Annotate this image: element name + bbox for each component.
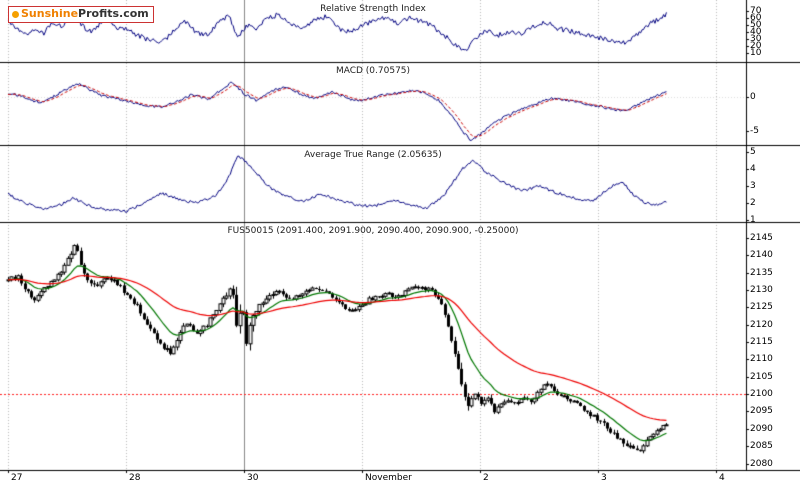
y-tick-price: 2130 xyxy=(750,285,773,295)
y-tick-atr: 5 xyxy=(750,147,756,157)
x-tick-label: 27 xyxy=(11,473,23,483)
watermark-logo: SunshineProfits.com xyxy=(8,6,154,23)
y-tick-atr: 4 xyxy=(750,164,756,174)
y-tick-rsi: 40 xyxy=(750,27,762,37)
y-tick-price: 2145 xyxy=(750,233,773,243)
y-tick-macd: -5 xyxy=(750,126,759,136)
y-tick-price: 2095 xyxy=(750,406,773,416)
y-tick-atr: 1 xyxy=(750,215,756,225)
y-tick-price: 2090 xyxy=(750,424,773,434)
y-tick-price: 2080 xyxy=(750,459,773,469)
y-tick-atr: 3 xyxy=(750,181,756,191)
x-tick-label: 4 xyxy=(719,473,725,483)
y-tick-price: 2135 xyxy=(750,268,773,278)
panel-title-macd: MACD (0.70575) xyxy=(335,66,411,76)
panel-title-rsi: Relative Strength Index xyxy=(320,4,426,14)
y-tick-price: 2120 xyxy=(750,320,773,330)
y-tick-price: 2105 xyxy=(750,372,773,382)
y-tick-price: 2110 xyxy=(750,354,773,364)
y-tick-rsi: 70 xyxy=(750,6,762,16)
panel-title-price: FUS50015 (2091.400, 2091.900, 2090.400, … xyxy=(227,226,519,236)
panel-title-atr: Average True Range (2.05635) xyxy=(304,150,442,160)
y-tick-rsi: 60 xyxy=(750,13,762,23)
y-tick-price: 2125 xyxy=(750,302,773,312)
y-tick-price: 2100 xyxy=(750,389,773,399)
x-tick-label: 30 xyxy=(247,473,259,483)
sun-icon xyxy=(12,10,19,18)
logo-text-sunshine: Sunshine xyxy=(21,7,79,20)
y-tick-price: 2140 xyxy=(750,250,773,260)
y-tick-rsi: 30 xyxy=(750,34,762,44)
x-tick-label: 2 xyxy=(483,473,489,483)
y-tick-rsi: 20 xyxy=(750,41,762,51)
y-tick-rsi: 50 xyxy=(750,20,762,30)
y-tick-atr: 2 xyxy=(750,198,756,208)
y-tick-rsi: 10 xyxy=(750,48,762,58)
y-tick-price: 2115 xyxy=(750,337,773,347)
y-tick-price: 2085 xyxy=(750,441,773,451)
y-tick-macd: 0 xyxy=(750,92,756,102)
x-tick-label: 28 xyxy=(129,473,141,483)
x-tick-label: November xyxy=(365,473,412,483)
logo-text-profits: Profits.com xyxy=(78,7,149,20)
x-tick-label: 3 xyxy=(601,473,607,483)
